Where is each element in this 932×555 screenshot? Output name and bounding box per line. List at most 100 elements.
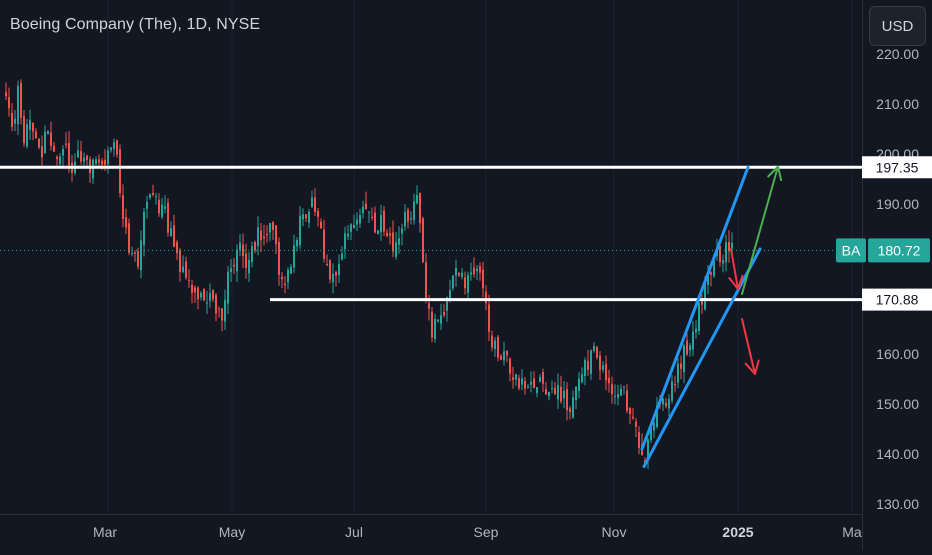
candle-body (302, 214, 304, 220)
candle-body (308, 211, 310, 223)
candle-body (149, 194, 151, 198)
candle-body (176, 242, 178, 254)
candle-body (83, 157, 85, 162)
candle-body (722, 260, 724, 264)
candle-body (629, 407, 631, 415)
candle-body (518, 378, 520, 389)
candle-body (203, 289, 205, 301)
x-tick-label: 2025 (722, 524, 753, 540)
candle-body (179, 250, 181, 272)
ticker-badge: BA (842, 242, 861, 258)
candle-body (401, 228, 403, 234)
candle-body (605, 363, 607, 381)
candle-body (695, 328, 697, 333)
candle-body (269, 222, 271, 233)
candle-body (278, 241, 280, 275)
candle-body (104, 159, 106, 165)
candle-body (635, 421, 637, 427)
candle-body (410, 217, 412, 220)
candle-body (491, 335, 493, 348)
candle-body (578, 378, 580, 391)
candle-body (707, 275, 709, 286)
candle-body (452, 275, 454, 289)
candle-body (212, 289, 214, 300)
candle-body (182, 266, 184, 272)
candle-body (263, 236, 265, 239)
candle-body (719, 246, 721, 263)
candle-body (632, 416, 634, 419)
candle-body (266, 233, 268, 236)
candle-body (140, 240, 142, 271)
candle-body (191, 284, 193, 293)
candle-body (413, 201, 415, 221)
candle-body (287, 269, 289, 283)
candle-body (593, 346, 595, 352)
arrow-small-down-icon-head (728, 274, 744, 290)
candle-body (521, 378, 523, 385)
candle-body (446, 297, 448, 311)
candle-body (137, 250, 139, 267)
candle-body (458, 272, 460, 276)
candle-body (5, 92, 7, 97)
candle-body (17, 85, 19, 125)
candle-body (701, 301, 703, 305)
y-tick-label: 160.00 (876, 346, 919, 362)
candle-body (467, 275, 469, 293)
candle-body (41, 146, 43, 158)
candle-body (35, 131, 37, 139)
candle-body (50, 132, 52, 146)
candle-body (596, 346, 598, 358)
candle-body (461, 272, 463, 277)
chart-title: Boeing Company (The), 1D, NYSE (10, 16, 261, 33)
candle-body (386, 232, 388, 236)
candle-body (95, 159, 97, 164)
candle-body (497, 336, 499, 358)
candle-body (371, 217, 373, 219)
candle-body (554, 387, 556, 395)
x-tick-label: May (219, 524, 245, 540)
candle-body (374, 212, 376, 233)
candle-body (560, 386, 562, 402)
candle-body (365, 203, 367, 210)
candle-body (131, 252, 133, 254)
candle-body (200, 293, 202, 298)
candle-body (338, 263, 340, 275)
candle-body (692, 331, 694, 350)
candle-body (53, 145, 55, 152)
candle-body (587, 360, 589, 370)
candle-body (20, 82, 22, 118)
x-tick-label: Jul (345, 524, 363, 540)
candle-body (296, 239, 298, 247)
channel-lower-line (642, 247, 762, 468)
candle-body (485, 291, 487, 304)
candle-body (65, 143, 67, 145)
candle-body (275, 225, 277, 245)
candle-body (665, 402, 667, 407)
candle-body (419, 192, 421, 224)
candle-body (359, 215, 361, 224)
candle-body (227, 271, 229, 304)
candle-body (320, 221, 322, 229)
candle-body (245, 253, 247, 268)
candle-body (218, 308, 220, 310)
candle-body (569, 408, 571, 413)
arrow-down-icon (741, 318, 760, 375)
candle-body (362, 206, 364, 214)
candle-body (152, 192, 154, 195)
candle-body (599, 355, 601, 371)
arrow-up-icon-shaft (741, 165, 779, 295)
y-tick-label: 150.00 (876, 396, 919, 412)
candle-body (236, 249, 238, 272)
currency-button[interactable]: USD (869, 6, 926, 46)
candle-body (26, 124, 28, 147)
candle-body (356, 219, 358, 225)
candle-body (425, 262, 427, 300)
candle-body (488, 304, 490, 332)
candle-body (68, 143, 70, 166)
candle-body (167, 202, 169, 233)
arrow-up-icon (741, 165, 783, 295)
candle-body (188, 279, 190, 281)
candle-body (326, 263, 328, 266)
